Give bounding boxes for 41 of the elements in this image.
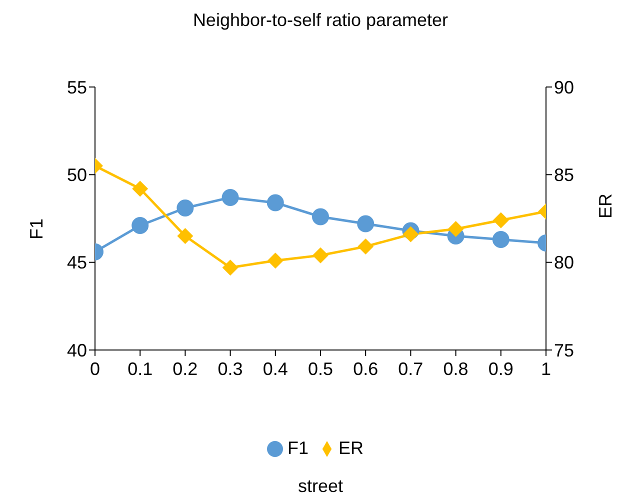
- x-tick-label: 0.8: [443, 358, 468, 379]
- text: street: [296, 476, 344, 497]
- y2-tick-label: 85: [554, 165, 574, 186]
- point: [492, 212, 509, 228]
- x-tick-label: 0.3: [218, 358, 243, 379]
- y2-tick-label: 75: [554, 340, 574, 360]
- point: [312, 208, 329, 226]
- y-axis-title: F1: [26, 218, 46, 240]
- point: [177, 228, 194, 244]
- point: [358, 238, 374, 255]
- chart-title: Neighbor-to-self ratio parameter: [192, 10, 450, 31]
- x-tick-label: 0.6: [353, 358, 378, 379]
- point: [402, 226, 419, 242]
- point: [492, 231, 510, 248]
- x-tick-label: 0.7: [398, 358, 424, 379]
- x-tick-label: 0.4: [262, 358, 288, 379]
- point: [312, 247, 328, 264]
- point: [176, 199, 194, 216]
- x-tick-label: 0.1: [128, 358, 153, 379]
- x-tick-label: 0.9: [488, 358, 514, 379]
- x-tick-label: 0.2: [172, 358, 198, 379]
- x-tick-label: 0: [90, 358, 100, 379]
- y2-tick-label: 80: [554, 252, 574, 273]
- y2-tick-label: 90: [554, 77, 574, 98]
- point: [222, 188, 239, 206]
- point: [448, 221, 464, 238]
- x-tick-label: 0.5: [308, 358, 334, 379]
- legend-label: ER: [338, 438, 364, 458]
- y-tick-label: 55: [66, 77, 87, 98]
- y-tick-label: 40: [66, 340, 87, 360]
- point: [222, 260, 238, 276]
- y-tick-label: 45: [66, 252, 87, 273]
- point: [357, 215, 374, 232]
- y2-axis-title: ER: [595, 193, 616, 218]
- point: [132, 180, 148, 197]
- point: [132, 217, 149, 234]
- x-tick-label: 1: [540, 358, 552, 379]
- legend-label: F1: [287, 438, 308, 458]
- point: [267, 252, 284, 269]
- y-tick-label: 50: [66, 165, 87, 186]
- point: [266, 194, 284, 212]
